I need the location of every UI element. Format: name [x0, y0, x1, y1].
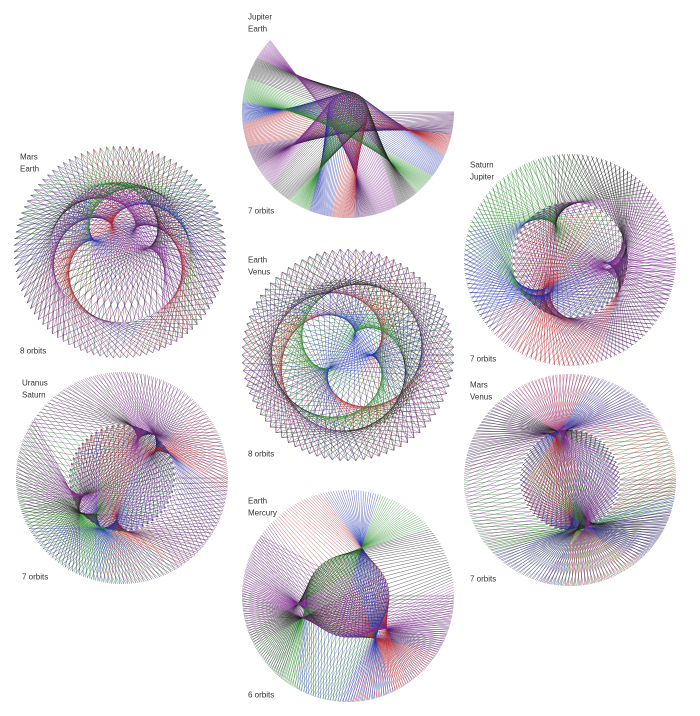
orbit-lines [464, 153, 628, 318]
planet-label: Earth [20, 165, 39, 174]
orbit-count: 7 orbits [470, 355, 496, 364]
orbit-lines [241, 251, 455, 462]
orbit-count: 8 orbits [248, 450, 274, 459]
planet-label: Uranus [22, 379, 48, 388]
orbit-lines [24, 145, 227, 359]
orbit-lines [15, 373, 176, 576]
planet-label: Earth [248, 25, 267, 34]
orbit-lines [464, 400, 672, 585]
planet-label: Mars [470, 381, 488, 390]
planet-label: Earth [248, 256, 267, 265]
orbit-pattern [463, 153, 677, 367]
orbit-lines [257, 40, 398, 214]
planet-label: Venus [470, 393, 492, 402]
orbit-pattern [241, 489, 455, 703]
planet-label: Earth [248, 497, 267, 506]
orbit-lines [463, 373, 620, 587]
orbit-lines [242, 248, 454, 462]
orbit-pattern [241, 40, 455, 219]
orbit-pattern [241, 248, 455, 462]
planet-label: Mars [20, 153, 38, 162]
orbit-lines [512, 179, 677, 319]
planet-label: Jupiter [248, 13, 272, 22]
orbit-pattern [13, 145, 227, 359]
planet-label: Venus [248, 268, 270, 277]
orbit-count: 7 orbits [248, 207, 274, 216]
orbit-lines [241, 248, 455, 462]
orbit-pattern [463, 373, 677, 587]
planet-label: Saturn [22, 391, 46, 400]
planet-label: Mercury [248, 509, 277, 518]
orbit-count: 7 orbits [22, 573, 48, 582]
orbit-lines [15, 371, 190, 532]
orbit-pattern [15, 371, 229, 585]
orbit-count: 6 orbits [248, 691, 274, 700]
planet-label: Jupiter [470, 173, 494, 182]
planet-label: Saturn [470, 161, 494, 170]
orbit-count: 7 orbits [470, 575, 496, 584]
orbit-lines [241, 248, 454, 462]
orbit-lines [241, 535, 455, 638]
orbit-count: 8 orbits [20, 347, 46, 356]
